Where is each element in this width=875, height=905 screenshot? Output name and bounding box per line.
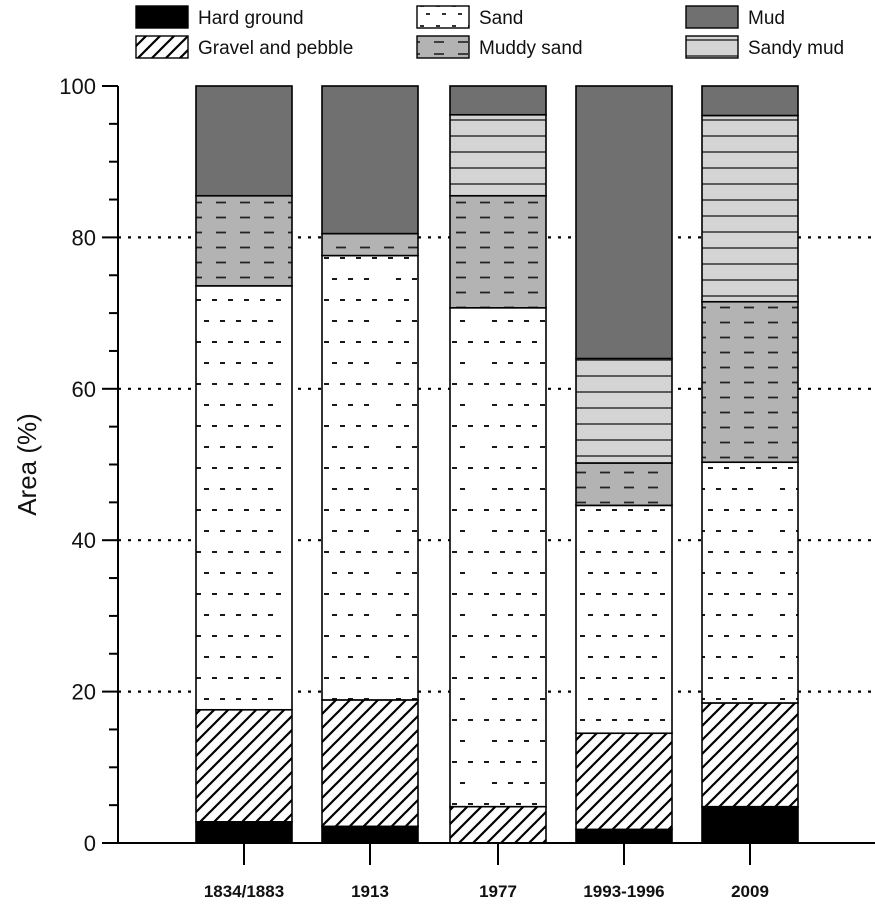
y-tick-label-20: 20 [72,680,96,705]
segment-1977-gravel-and-pebble [449,805,547,844]
segment-2009-sandy-mud [701,114,799,303]
x-tick-label-1834-1883: 1834/1883 [204,882,284,901]
bar-2009 [701,85,799,844]
y-tick-label-80: 80 [72,225,96,250]
legend-item-sand: Sand [416,5,523,29]
segment-1993-1996-sandy-mud [575,357,673,464]
segment-2009-hard-ground [701,805,799,844]
y-axis-title: Area (%) [12,413,42,516]
segment-1834-1883-hard-ground [195,821,293,844]
y-tick-label-40: 40 [72,528,96,553]
bars [195,85,799,844]
legend: Hard ground Sand Mud Gravel and pebble Muddy… [135,5,844,59]
segment-1834-1883-muddy-sand [195,194,293,287]
segment-1834-1883-sand [195,285,293,711]
legend-swatch-mud [685,5,739,29]
legend-swatch-sand [416,5,470,29]
segment-1993-1996-hard-ground [575,828,673,844]
x-tick-label-1993-1996: 1993-1996 [583,882,664,901]
legend-label-muddy-sand: Muddy sand [479,38,583,59]
legend-swatch-muddy-sand [416,35,470,59]
segment-1913-hard-ground [321,825,419,844]
y-tick-label-100: 100 [59,74,96,99]
bar-1977 [449,85,547,844]
segment-1993-1996-mud [575,85,673,360]
legend-label-mud: Mud [748,8,785,29]
y-tick-label-0: 0 [84,831,96,856]
legend-item-gravel-and-pebble: Gravel and pebble [135,35,353,59]
segment-1993-1996-muddy-sand [575,462,673,507]
segment-1993-1996-sand [575,504,673,735]
axes: 0 20 40 60 80 100 1834/1883 1913 1977 1993-1996 20… [12,74,875,901]
legend-label-hard-ground: Hard ground [198,8,304,29]
x-tick-label-2009: 2009 [731,882,769,901]
y-tick-label-60: 60 [72,377,96,402]
segment-1913-gravel-and-pebble [321,699,419,828]
segment-1977-sandy-mud [449,113,547,197]
x-tick-label-1913: 1913 [351,882,389,901]
segment-1913-mud [321,85,419,235]
legend-item-sandy-mud: Sandy mud [685,35,844,59]
segment-2009-mud [701,85,799,117]
legend-label-sandy-mud: Sandy mud [748,38,844,59]
legend-label-gravel-and-pebble: Gravel and pebble [198,38,353,59]
segment-1834-1883-mud [195,85,293,197]
legend-swatch-gravel-and-pebble [135,35,189,59]
legend-item-mud: Mud [685,5,785,29]
bar-1834-1883 [195,85,293,844]
legend-item-muddy-sand: Muddy sand [416,35,583,59]
bar-1993-1996 [575,85,673,844]
segment-1913-muddy-sand [321,232,419,257]
segment-2009-gravel-and-pebble [701,702,799,808]
legend-item-hard-ground: Hard ground [135,5,304,29]
segment-1913-sand [321,254,419,701]
legend-label-sand: Sand [479,8,523,29]
segment-1977-sand [449,307,547,808]
bar-1913 [321,85,419,844]
segment-1834-1883-gravel-and-pebble [195,708,293,823]
segment-1993-1996-gravel-and-pebble [575,732,673,831]
segment-1977-muddy-sand [449,194,547,309]
legend-swatch-sandy-mud [685,35,739,59]
segment-2009-sand [701,461,799,704]
legend-swatch-hard-ground [135,5,189,29]
x-tick-label-1977: 1977 [479,882,517,901]
segment-1977-mud [449,85,547,116]
segment-2009-muddy-sand [701,300,799,464]
